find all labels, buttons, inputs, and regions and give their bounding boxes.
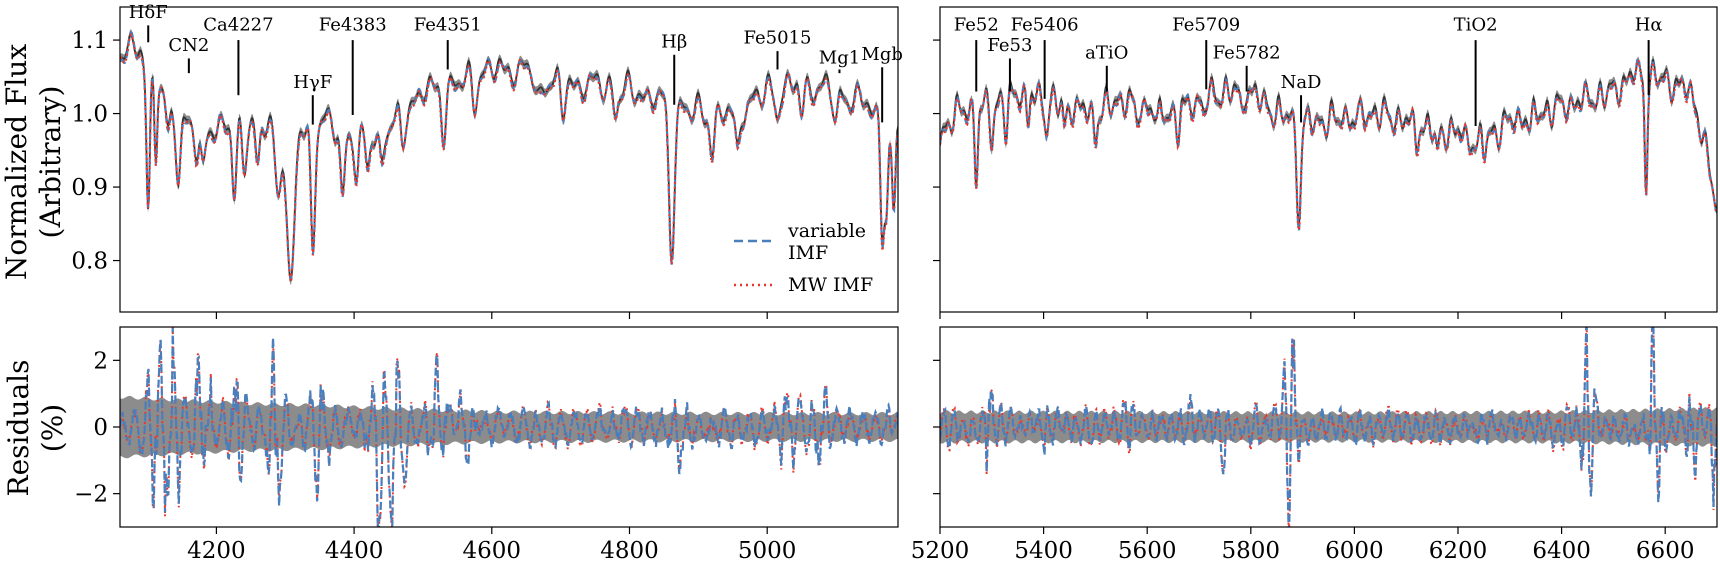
legend-mw-imf-label: MW IMF <box>788 274 873 296</box>
ytick-label: 2 <box>93 348 108 374</box>
line-index-label: Fe53 <box>987 35 1032 56</box>
xtick-label: 4400 <box>325 538 384 564</box>
variable-imf-residual-line <box>120 327 898 527</box>
resid-red-frame <box>939 326 1718 528</box>
ytick-label: 1.0 <box>71 102 108 128</box>
resid-red-axes: 5200 5400 5600 5800 6000 6200 6400 6600 <box>911 359 1695 564</box>
line-index-label: Fe52 <box>954 15 999 36</box>
resid-blue-frame <box>119 326 899 528</box>
xtick-label: 6400 <box>1532 538 1591 564</box>
xtick-label: 4600 <box>463 538 522 564</box>
flux-blue-frame <box>119 6 899 313</box>
legend-variable-imf-line2: IMF <box>788 242 828 264</box>
line-index-label: Fe4383 <box>319 15 387 36</box>
resid-blue-axes: −2 0 2 4200 4400 4600 4800 5000 <box>74 348 796 564</box>
line-index-label: HγF <box>293 72 332 93</box>
resid-ylabel-line2: (%) <box>36 404 69 452</box>
xtick-label: 6600 <box>1636 538 1695 564</box>
line-index-label: HδF <box>129 2 168 23</box>
ytick-label: 1.1 <box>71 28 108 54</box>
line-index-label: Hβ <box>661 31 687 52</box>
residuals-panel-blue-arm: −2 0 2 4200 4400 4600 4800 5000 <box>74 326 899 564</box>
line-index-label: CN2 <box>168 35 209 56</box>
line-index-label: aTiO <box>1085 42 1128 63</box>
line-index-label: TiO2 <box>1454 15 1498 36</box>
flux-ylabel-line1: Normalized Flux <box>0 44 33 280</box>
variable-imf-residual-line <box>940 327 1717 527</box>
flux-red-frame <box>939 6 1718 313</box>
line-index-label: Fe5782 <box>1213 42 1281 63</box>
line-index-label: Mgb <box>861 44 902 65</box>
flux-red-plot-area <box>940 55 1717 231</box>
data-spectrum-line <box>120 32 898 282</box>
residuals-panel-red-arm: 5200 5400 5600 5800 6000 6200 6400 6600 <box>911 326 1718 564</box>
variable-imf-model-line <box>940 56 1717 231</box>
xtick-label: 5400 <box>1014 538 1073 564</box>
flux-blue-plot-area <box>120 29 898 285</box>
ytick-label: −2 <box>74 482 108 508</box>
line-index-label: Hα <box>1635 15 1663 36</box>
flux-blue-axes: 0.8 0.9 1.0 1.1 <box>71 28 768 319</box>
flux-red-axes <box>933 39 1666 319</box>
xtick-label: 5800 <box>1222 538 1281 564</box>
ytick-label: 0 <box>93 415 108 441</box>
line-index-label: Fe4351 <box>414 15 482 36</box>
ytick-label: 0.8 <box>71 249 108 275</box>
xtick-label: 6200 <box>1429 538 1488 564</box>
xtick-label: 5200 <box>911 538 970 564</box>
xtick-label: 4800 <box>600 538 659 564</box>
xtick-label: 5000 <box>738 538 797 564</box>
legend: variable IMF MW IMF <box>734 220 873 296</box>
line-index-label: Fe5709 <box>1172 15 1240 36</box>
line-index-label: Fe5406 <box>1011 15 1079 36</box>
resid-red-plot-area <box>940 327 1717 527</box>
line-index-label: Mg1 <box>819 48 860 69</box>
resid-ylabel-line1: Residuals <box>2 360 35 497</box>
line-index-label: Fe5015 <box>744 28 812 49</box>
line-index-label: NaD <box>1281 72 1322 93</box>
xtick-label: 5600 <box>1118 538 1177 564</box>
ytick-label: 0.9 <box>71 175 108 201</box>
resid-blue-plot-area <box>120 327 898 527</box>
legend-variable-imf-line1: variable <box>787 220 866 242</box>
xtick-label: 4200 <box>187 538 246 564</box>
flux-ylabel-line2: (Arbitrary) <box>34 86 67 239</box>
variable-imf-model-line <box>120 30 898 280</box>
mw-imf-model-line <box>120 32 898 282</box>
line-index-label: Ca4227 <box>203 15 273 36</box>
xtick-label: 6000 <box>1325 538 1384 564</box>
